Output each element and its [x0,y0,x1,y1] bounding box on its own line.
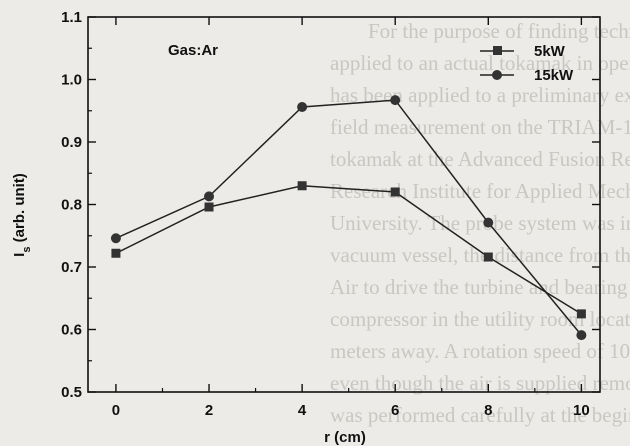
x-tick-label-2: 2 [205,402,213,419]
background-print-through: For the purpose of finding technical pro… [330,19,630,427]
x-tick-label-10: 10 [573,402,590,419]
series-line-15kW [115,99,582,336]
legend-label-15kw: 15kW [534,67,574,84]
gas-annotation: Gas:Ar [168,42,218,59]
x-axis-tick-labels: 0 2 4 6 8 10 [112,402,590,419]
y-tick-label-1.1: 1.1 [61,9,82,26]
series-15kW [110,95,587,341]
data-point-15kW-x6 [390,95,401,106]
y-axis-ticks [88,16,600,393]
x-tick-label-0: 0 [112,402,120,419]
y-axis-tick-labels: 0.5 0.6 0.7 0.8 0.9 1.0 1.1 [61,9,82,401]
data-point-5kW-x6 [390,187,400,197]
data-point-5kW-x4 [297,181,307,191]
x-tick-label-4: 4 [298,402,307,419]
data-point-5kW-x2 [204,202,214,212]
y-tick-label-0.7: 0.7 [61,259,82,276]
svg-text:even though the air is supplie: even though the air is supplied remotely… [330,371,630,395]
data-point-5kW-x10 [576,309,586,319]
data-point-15kW-x0 [110,233,121,244]
svg-text:was performed carefully at the: was performed carefully at the beginning [330,403,630,427]
x-axis-ticks [115,17,583,392]
data-series [110,95,587,341]
y-tick-label-1.0: 1.0 [61,72,82,89]
x-tick-label-6: 6 [391,402,399,419]
y-tick-label-0.6: 0.6 [61,322,82,339]
svg-text:has been applied to a prelimin: has been applied to a preliminary experi… [330,83,630,107]
y-tick-label-0.9: 0.9 [61,134,82,151]
data-point-15kW-x8 [483,217,494,228]
y-tick-label-0.8: 0.8 [61,197,82,214]
svg-text:Air to drive the turbine and b: Air to drive the turbine and bearing was… [330,275,630,299]
data-point-5kW-x0 [111,248,121,258]
legend: 5kW 15kW [480,43,574,84]
svg-text:tokamak at the Advanced Fusion: tokamak at the Advanced Fusion Research … [330,147,630,171]
series-line-5kW [115,185,582,315]
data-point-15kW-x4 [297,102,308,112]
x-tick-label-8: 8 [484,402,492,419]
legend-label-5kw: 5kW [534,43,566,60]
data-point-5kW-x8 [483,252,493,262]
svg-text:field measurement on the TRIAM: field measurement on the TRIAM-1M superc… [330,115,630,139]
svg-text:applied to an actual tokamak i: applied to an actual tokamak in operatio… [330,51,630,75]
y-axis-label: Is (arb. unit) [11,173,33,257]
x-axis-label: r (cm) [324,429,366,446]
data-point-15kW-x2 [204,191,215,202]
legend-marker-5kw [493,46,502,55]
y-tick-label-0.5: 0.5 [61,384,82,401]
series-5kW [111,181,586,319]
svg-text:meters away. A rotation speed: meters away. A rotation speed of 10,000 … [330,339,630,363]
data-point-15kW-x10 [576,330,587,341]
legend-marker-15kw [492,70,502,80]
svg-text:vacuum vessel, the distance fr: vacuum vessel, the distance from the pla… [330,243,630,267]
svg-text:University. The probe system w: University. The probe system was install… [330,211,630,235]
svg-text:For the purpose of finding tec: For the purpose of finding technical pro… [368,19,630,43]
